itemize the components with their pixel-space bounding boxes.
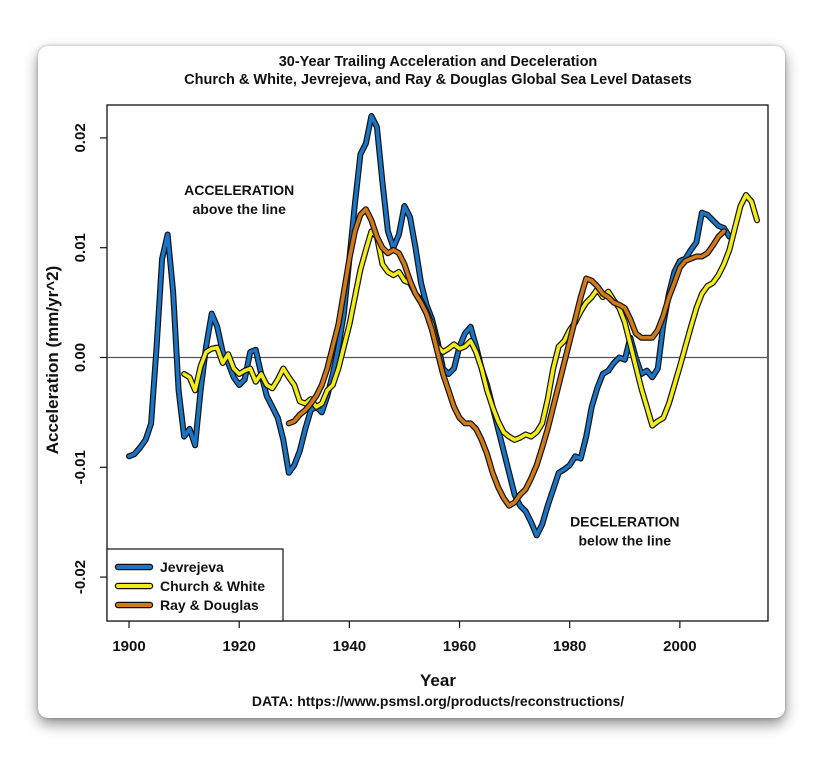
annotation-1-line-0: DECELERATION — [570, 514, 679, 530]
axes-group: 1900 1920 1940 1960 1980 2000 -0.02 -0.01 0.00 0.… — [72, 123, 697, 655]
y-tick-label: 0.02 — [72, 123, 89, 152]
legend-label: Ray & Douglas — [160, 597, 259, 613]
y-axis-label: Acceleration (mm/yr^2) — [43, 266, 62, 455]
x-tick-label: 2000 — [663, 638, 696, 655]
y-tick-label: -0.02 — [72, 560, 89, 594]
x-tick-label: 1960 — [443, 638, 476, 655]
y-tick-label: -0.01 — [72, 450, 89, 484]
data-source-caption: DATA: https://www.psmsl.org/products/rec… — [252, 693, 624, 709]
chart-title: 30-Year Trailing Acceleration and Decele… — [279, 54, 598, 70]
annotation-group: ACCELERATION above the line DECELERATION be… — [184, 182, 679, 549]
legend-label: Church & White — [160, 578, 265, 594]
x-tick-label: 1940 — [333, 638, 366, 655]
plot-frame — [106, 104, 769, 622]
x-tick-label: 1980 — [553, 638, 586, 655]
legend: Jevrejeva Church & White Ray & Douglas — [106, 548, 284, 622]
x-tick-label: 1920 — [223, 638, 256, 655]
legend-label: Jevrejeva — [160, 559, 224, 575]
annotation-0-line-0: ACCELERATION — [184, 182, 294, 198]
y-tick-label: 0.00 — [72, 343, 89, 372]
y-tick-label: 0.01 — [72, 233, 89, 262]
series-group — [126, 113, 760, 539]
annotation-1-line-1: below the line — [578, 533, 671, 549]
series-line-church-white — [182, 193, 759, 442]
series-line-ray-douglas — [286, 207, 726, 508]
x-tick-label: 1900 — [112, 638, 145, 655]
annotation-0-line-1: above the line — [193, 201, 287, 217]
x-axis-label: Year — [420, 671, 456, 690]
chart-subtitle: Church & White, Jevrejeva, and Ray & Dou… — [184, 72, 692, 88]
